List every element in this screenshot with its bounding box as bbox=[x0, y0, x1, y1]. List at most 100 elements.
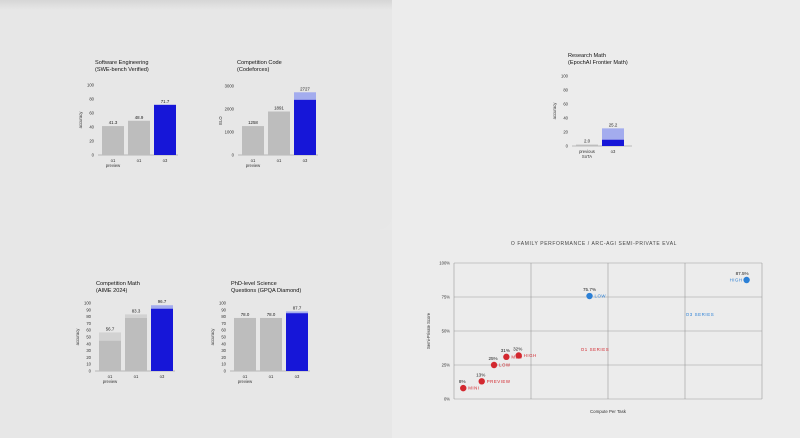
point-label: HIGH bbox=[524, 353, 537, 358]
x-tick-label: SoTA bbox=[582, 154, 592, 159]
y-axis-label: ELO bbox=[218, 116, 223, 125]
frontiermath-chart-title: Research Math (EpochAI Frontier Math) bbox=[568, 53, 628, 67]
x-tick-label: o3 bbox=[160, 374, 165, 379]
swe-title-line-1: Software Engineering bbox=[95, 60, 149, 66]
bar-upper-segment bbox=[602, 128, 624, 140]
y-axis-label: accuracy bbox=[75, 328, 80, 346]
x-axis-label: Compute Per Task bbox=[590, 409, 627, 414]
bar bbox=[576, 144, 598, 146]
y-axis-label: accuracy bbox=[210, 328, 215, 346]
y-tick-label: 10 bbox=[86, 362, 91, 367]
bar-value-label: 25.2 bbox=[609, 122, 618, 127]
x-tick-label: o1 bbox=[134, 374, 139, 379]
y-tick-label: 80 bbox=[563, 88, 568, 93]
data-point bbox=[503, 353, 510, 361]
bar-value-label: 2727 bbox=[300, 86, 310, 91]
bar-upper-segment bbox=[286, 311, 308, 314]
frontiermath-title-line-2: (EpochAI Frontier Math) bbox=[568, 60, 628, 66]
x-tick-label: o3 bbox=[295, 374, 300, 379]
x-tick-label: previous bbox=[579, 149, 595, 154]
x-tick-label: o3 bbox=[163, 158, 168, 163]
y-tick-label: 20 bbox=[221, 355, 226, 360]
x-tick-label: o3 bbox=[611, 149, 616, 154]
y-tick-label: 80 bbox=[86, 314, 91, 319]
y-tick-label: 20 bbox=[563, 130, 568, 135]
point-value-label: 32% bbox=[513, 346, 522, 351]
aime-title-line-2: (AIME 2024) bbox=[96, 288, 128, 294]
gpqa-title-line-1: PhD-level Science bbox=[231, 281, 277, 287]
y-tick-label: 0 bbox=[89, 369, 92, 374]
y-tick-label: 60 bbox=[86, 328, 91, 333]
bottom-right-panel: O FAMILY PERFORMANCE / ARC-AGI SEMI-PRIV… bbox=[392, 230, 800, 438]
y-tick-label: 60 bbox=[89, 111, 94, 116]
bar-value-label: 56.7 bbox=[106, 326, 115, 331]
y-tick-label: 100 bbox=[561, 74, 569, 79]
y-tick-label: 75% bbox=[442, 295, 451, 300]
x-tick-label: preview bbox=[246, 163, 261, 168]
y-axis-label: Semi-Private Score bbox=[426, 312, 431, 349]
top-left-panel: Software Engineering (SWE-bench Verified… bbox=[0, 0, 392, 230]
point-value-label: 25% bbox=[488, 356, 497, 361]
bar bbox=[125, 317, 147, 371]
x-tick-label: preview bbox=[238, 379, 253, 384]
bar-value-label: 83.3 bbox=[132, 308, 141, 313]
x-tick-label: o1 bbox=[137, 158, 142, 163]
x-tick-label: preview bbox=[103, 379, 118, 384]
y-tick-label: 20 bbox=[86, 355, 91, 360]
y-axis-label: accuracy bbox=[78, 111, 83, 129]
series-label-o1: O1 SERIES bbox=[581, 347, 610, 352]
bar bbox=[602, 139, 624, 146]
y-tick-label: 0 bbox=[92, 153, 95, 158]
point-value-label: 75.7% bbox=[583, 287, 596, 292]
y-tick-label: 0 bbox=[232, 153, 235, 158]
top-right-panel: Research Math (EpochAI Frontier Math) 0 2… bbox=[392, 0, 800, 230]
point-value-label: 87.5% bbox=[736, 271, 749, 276]
point-label: LOW bbox=[595, 294, 607, 299]
gpqa-title-line-2: Questions (GPQA Diamond) bbox=[231, 288, 302, 294]
point-label: LOW bbox=[499, 363, 511, 368]
point-label: PREVIEW bbox=[487, 379, 511, 384]
aime-chart-title: Competition Math (AIME 2024) bbox=[96, 281, 140, 295]
y-tick-label: 25% bbox=[442, 363, 451, 368]
x-tick-label: o1 bbox=[243, 374, 248, 379]
y-tick-label: 0 bbox=[224, 369, 227, 374]
y-tick-label: 100 bbox=[219, 301, 227, 306]
bar-value-label: 1258 bbox=[248, 120, 258, 125]
point-value-label: 8% bbox=[459, 379, 466, 384]
bar-value-label: 41.3 bbox=[109, 120, 118, 125]
bar bbox=[234, 317, 256, 371]
bar bbox=[260, 317, 282, 371]
y-tick-label: 60 bbox=[563, 102, 568, 107]
x-tick-label: preview bbox=[106, 163, 121, 168]
y-tick-label: 2000 bbox=[225, 107, 235, 112]
bar-value-label: 1891 bbox=[274, 106, 284, 111]
y-tick-label: 1000 bbox=[225, 130, 235, 135]
bar bbox=[154, 104, 176, 155]
y-tick-label: 40 bbox=[89, 125, 94, 130]
point-value-label: 13% bbox=[476, 372, 485, 377]
data-point bbox=[490, 361, 498, 369]
data-point bbox=[460, 384, 467, 392]
bottom-left-panel: Competition Math (AIME 2024) 0 10 20 30 40 50… bbox=[0, 230, 392, 438]
swe-chart-title: Software Engineering (SWE-bench Verified… bbox=[95, 60, 149, 74]
bar-upper-segment bbox=[99, 332, 121, 341]
data-point bbox=[515, 352, 522, 359]
codeforces-chart-title: Competition Code (Codeforces) bbox=[237, 60, 282, 74]
x-tick-label: o1 bbox=[251, 158, 256, 163]
chart-title: O FAMILY PERFORMANCE / ARC-AGI SEMI-PRIV… bbox=[511, 241, 677, 247]
bar-value-label: 78.0 bbox=[241, 312, 250, 317]
y-tick-label: 80 bbox=[89, 97, 94, 102]
y-tick-label: 100 bbox=[87, 83, 95, 88]
y-tick-label: 10 bbox=[221, 362, 226, 367]
data-point bbox=[478, 378, 485, 385]
x-tick-label: o1 bbox=[269, 374, 274, 379]
bar-value-label: 78.0 bbox=[267, 312, 276, 317]
y-tick-label: 20 bbox=[89, 139, 94, 144]
gpqa-chart-title: PhD-level Science Questions (GPQA Diamon… bbox=[231, 281, 301, 295]
y-tick-label: 30 bbox=[221, 348, 226, 353]
aime-title-line-1: Competition Math bbox=[96, 281, 140, 287]
bar-value-label: 2.0 bbox=[584, 139, 591, 144]
bar bbox=[294, 99, 316, 155]
